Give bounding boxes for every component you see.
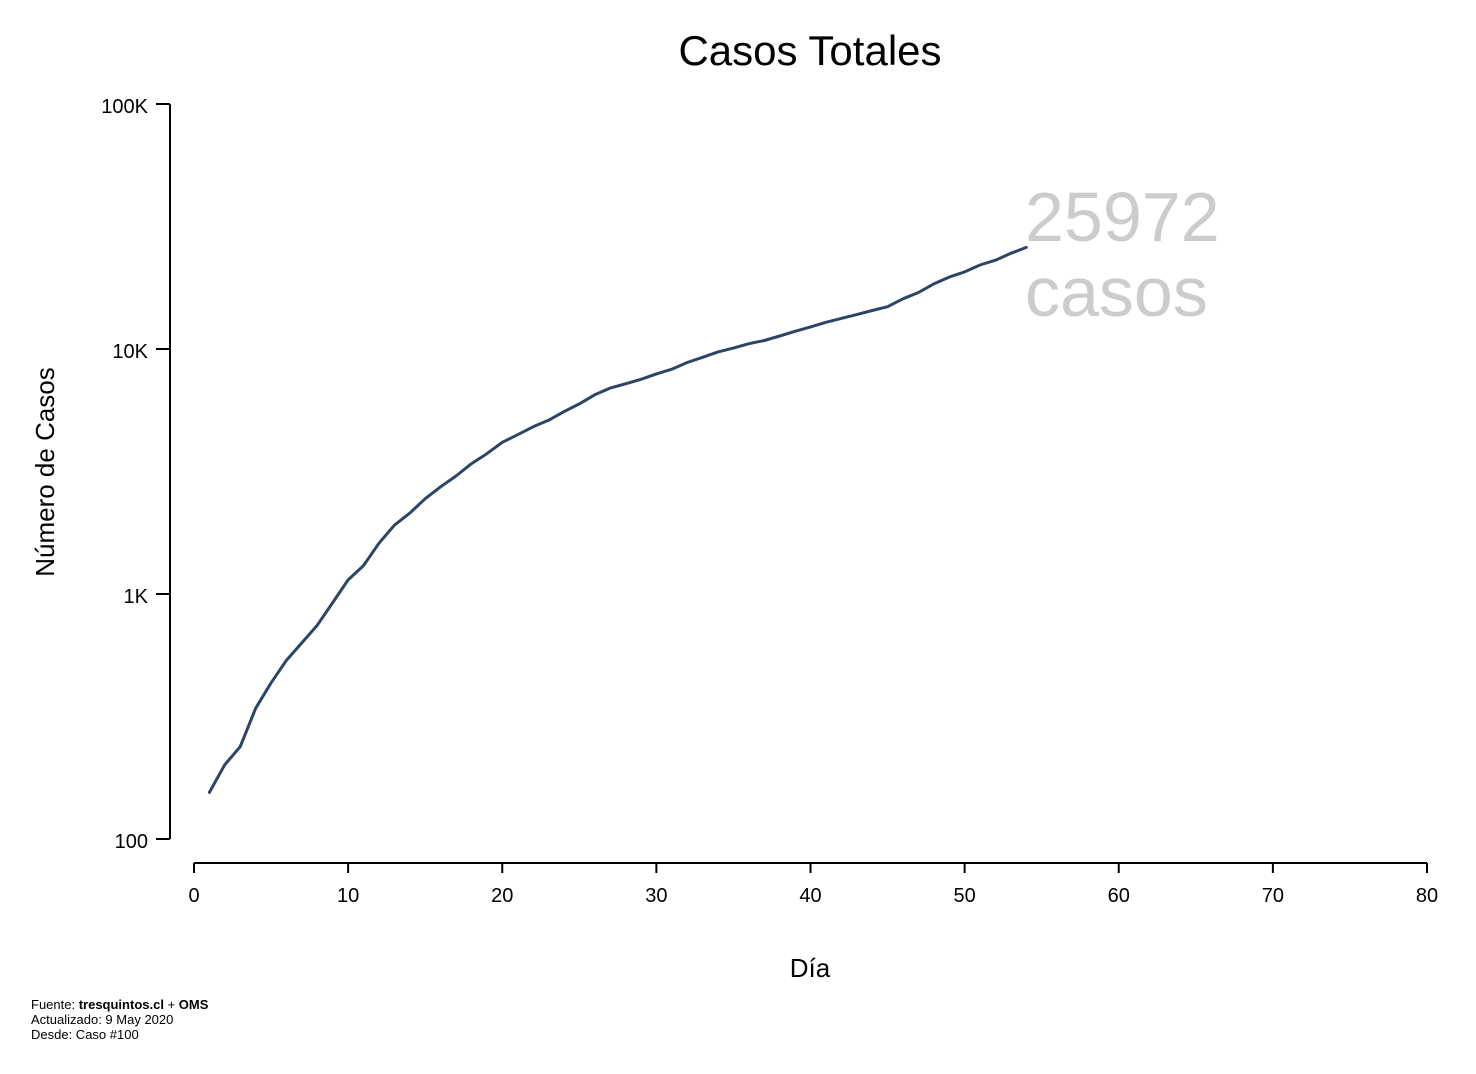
x-axis: 0 10 20 30 40 50 60 70 80 (188, 862, 1438, 907)
y-tick-label-3: 100K (101, 96, 148, 118)
source-prefix: Fuente: (31, 997, 79, 1012)
y-tick-label-2: 10K (112, 341, 148, 363)
x-tick-label-3: 30 (645, 885, 667, 907)
cases-line (207, 245, 1028, 794)
since-line: Desde: Caso #100 (31, 1027, 139, 1042)
x-tick-label-2: 20 (491, 885, 513, 907)
source-org: OMS (178, 997, 209, 1012)
y-axis: 100 1K 10K 100K (101, 96, 171, 853)
x-tick-label-5: 50 (954, 885, 976, 907)
last-value-unit: casos (1025, 253, 1208, 331)
updated-line: Actualizado: 9 May 2020 (31, 1012, 174, 1027)
y-tick-label-0: 100 (115, 831, 148, 853)
last-value-annotation: 25972 (1025, 178, 1220, 256)
chart-title: Casos Totales (678, 27, 941, 74)
x-tick-label-1: 10 (337, 885, 359, 907)
x-axis-label: Día (790, 953, 831, 983)
x-tick-label-4: 40 (799, 885, 821, 907)
source-site: tresquintos.cl (78, 997, 164, 1012)
source-line: Fuente: tresquintos.cl + OMS (31, 997, 208, 1012)
y-tick-label-1: 1K (124, 586, 149, 608)
x-tick-label-8: 80 (1416, 885, 1438, 907)
y-axis-label: Número de Casos (30, 367, 60, 577)
x-tick-label-7: 70 (1262, 885, 1284, 907)
x-tick-label-6: 60 (1108, 885, 1130, 907)
x-tick-label-0: 0 (188, 885, 199, 907)
source-note: Fuente: tresquintos.cl + OMS Actualizado… (31, 997, 208, 1042)
source-separator: + (163, 997, 179, 1012)
